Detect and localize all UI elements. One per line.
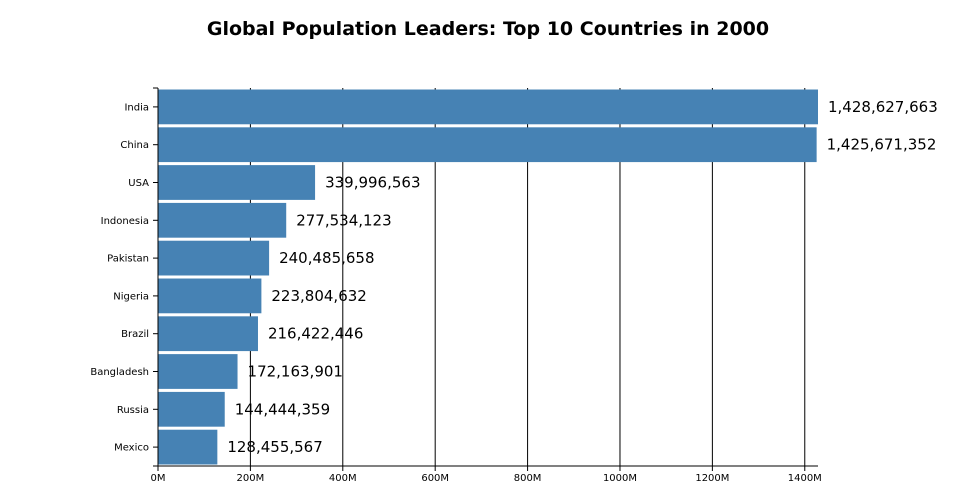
x-tick-label: 1200M [695, 473, 729, 484]
data-label-bangladesh: 172,163,901 [248, 363, 343, 381]
bar-usa [158, 165, 316, 200]
category-label-nigeria: Nigeria [113, 291, 149, 302]
axes: India China USA Indonesia Pakistan Nigeria Bra… [90, 87, 822, 484]
bar-pakistan [158, 240, 270, 276]
bar-bangladesh [158, 354, 238, 389]
bar-brazil [158, 316, 258, 352]
bar-russia [158, 391, 225, 427]
bar-india [158, 89, 818, 125]
bars [158, 89, 818, 465]
x-tick-label: 800M [514, 473, 542, 484]
bar-nigeria [158, 278, 262, 314]
data-label-china: 1,425,671,352 [827, 136, 937, 154]
category-label-indonesia: Indonesia [101, 216, 149, 227]
data-label-russia: 144,444,359 [235, 400, 330, 418]
category-label-brazil: Brazil [121, 329, 149, 340]
category-label-pakistan: Pakistan [107, 254, 149, 265]
x-tick-label: 600M [421, 473, 449, 484]
x-tick-label: 1000M [603, 473, 637, 484]
category-label-bangladesh: Bangladesh [90, 367, 149, 378]
chart-title: Global Population Leaders: Top 10 Countr… [206, 18, 770, 40]
data-label-pakistan: 240,485,658 [279, 249, 374, 267]
data-labels: 1,428,627,663 1,425,671,352 339,996,563 277… [227, 98, 937, 456]
category-label-china: China [120, 140, 149, 151]
x-tick-label: 1400M [788, 473, 822, 484]
bar-china [158, 127, 817, 163]
x-tick-label: 200M [237, 473, 265, 484]
data-label-nigeria: 223,804,632 [271, 287, 366, 305]
x-tick-label: 0M [151, 473, 166, 484]
bar-mexico [158, 429, 218, 465]
category-label-mexico: Mexico [114, 443, 149, 454]
category-label-india: India [124, 102, 149, 113]
data-label-usa: 339,996,563 [325, 174, 420, 192]
data-label-mexico: 128,455,567 [227, 438, 322, 456]
bar-indonesia [158, 202, 287, 238]
category-label-usa: USA [128, 178, 149, 189]
data-label-brazil: 216,422,446 [268, 325, 363, 343]
category-label-russia: Russia [117, 405, 149, 416]
data-label-india: 1,428,627,663 [828, 98, 938, 116]
gridlines [249, 88, 806, 466]
x-tick-label: 400M [329, 473, 357, 484]
data-label-indonesia: 277,534,123 [296, 211, 391, 229]
